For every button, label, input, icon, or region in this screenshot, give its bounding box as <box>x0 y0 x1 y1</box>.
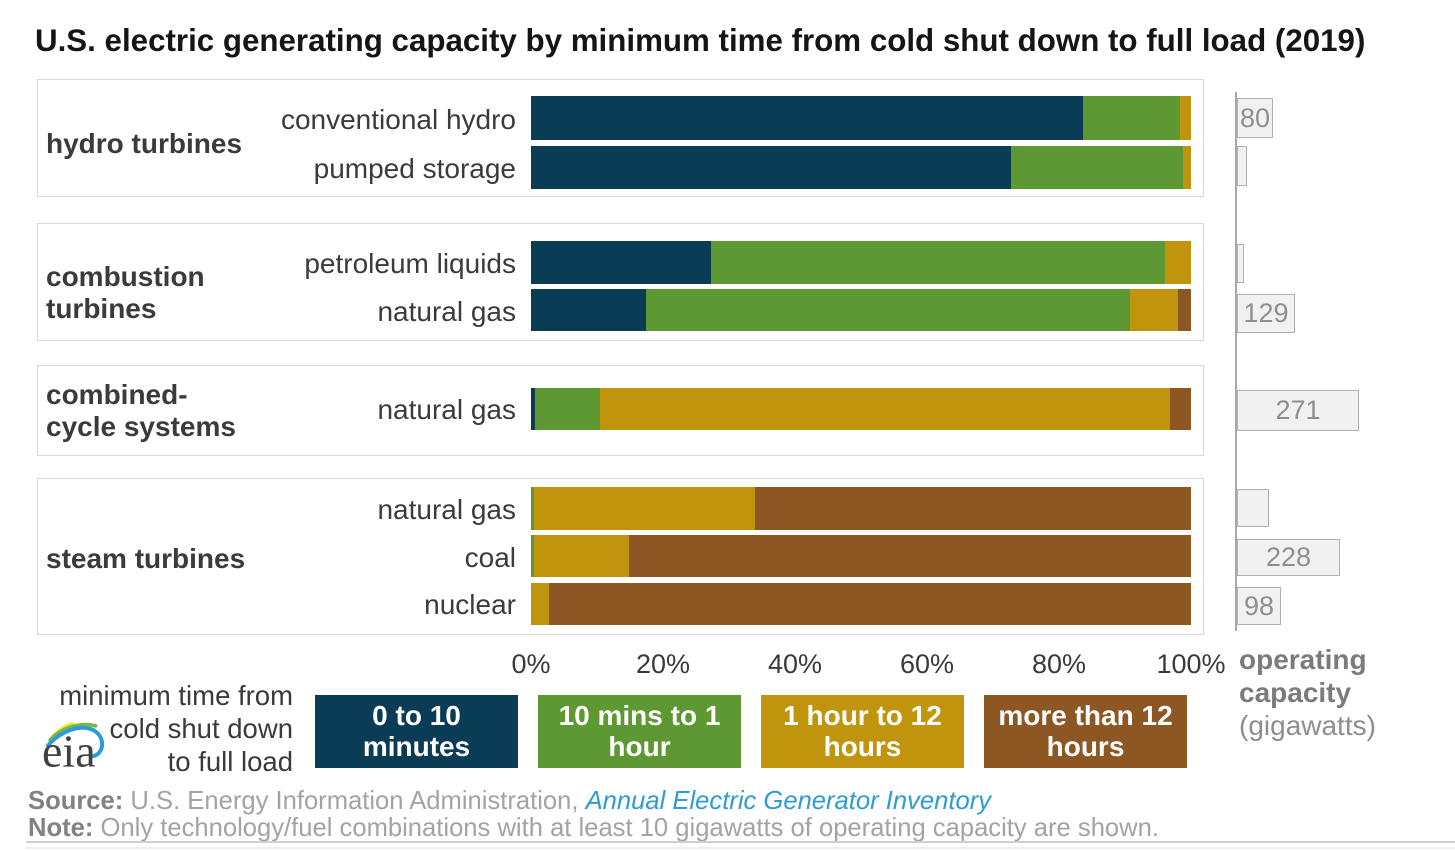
svg-text:eia: eia <box>42 726 96 777</box>
